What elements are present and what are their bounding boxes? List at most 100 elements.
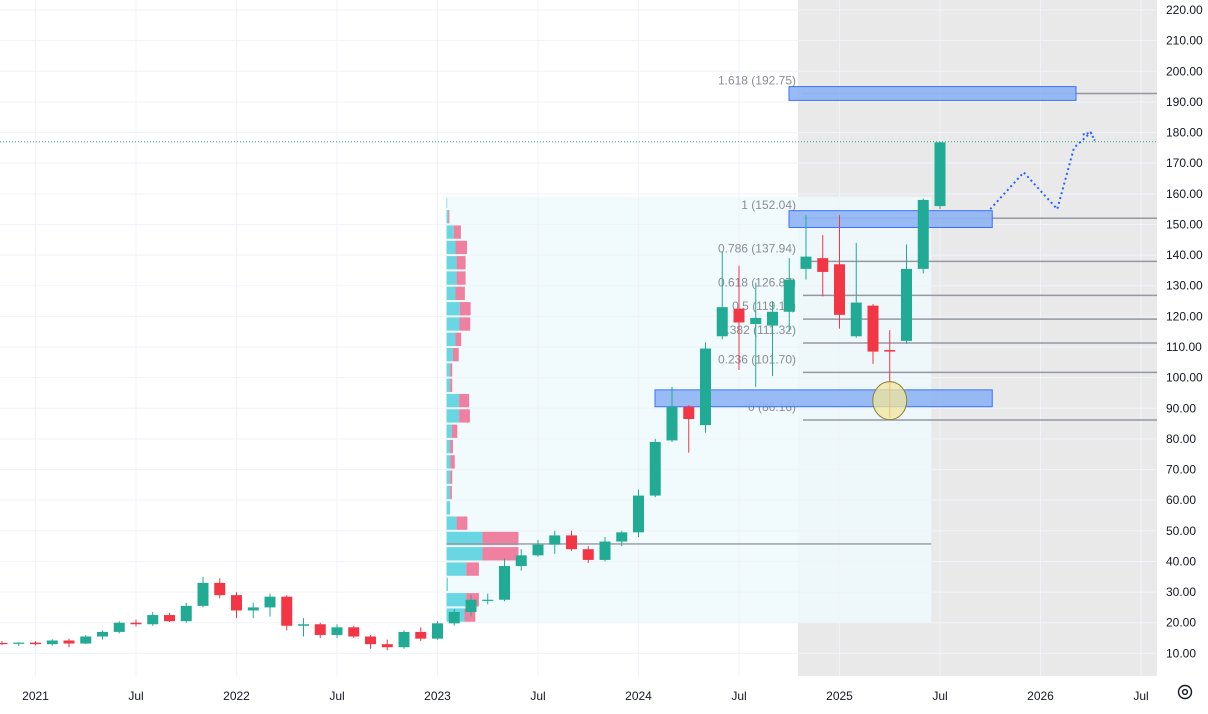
candle[interactable] — [499, 566, 510, 600]
fib-level-label: 1 (152.04) — [741, 198, 796, 212]
x-axis-tick-label: Jul — [128, 689, 143, 703]
candle[interactable] — [934, 142, 946, 207]
candle[interactable] — [180, 605, 192, 622]
volume-profile-bar-down — [452, 347, 459, 362]
volume-profile-bar-up — [446, 547, 483, 561]
volume-profile-bar-up — [446, 593, 467, 607]
candle[interactable] — [97, 631, 108, 637]
candle[interactable] — [164, 615, 175, 622]
candle[interactable] — [415, 631, 427, 639]
candle[interactable] — [63, 640, 75, 644]
candle[interactable] — [867, 305, 879, 352]
candle[interactable] — [783, 279, 795, 312]
candle[interactable] — [331, 627, 343, 635]
candle[interactable] — [482, 599, 494, 601]
candle[interactable] — [834, 264, 845, 315]
candle[interactable] — [666, 406, 678, 441]
volume-profile-bar-up — [446, 363, 451, 377]
candle[interactable] — [247, 607, 259, 611]
candle[interactable] — [381, 644, 393, 648]
volume-profile-bar-up — [446, 577, 448, 592]
candle[interactable] — [700, 348, 711, 426]
candle[interactable] — [649, 441, 661, 496]
candle[interactable] — [917, 199, 929, 269]
y-axis-tick-label: 90.00 — [1166, 401, 1196, 415]
candle[interactable] — [264, 596, 276, 608]
candle[interactable] — [448, 611, 460, 624]
support-resistance-zone[interactable] — [654, 389, 993, 408]
candle[interactable] — [850, 302, 862, 337]
candle[interactable] — [599, 541, 611, 560]
candle[interactable] — [800, 256, 812, 269]
candle[interactable] — [683, 406, 695, 419]
candle[interactable] — [582, 549, 594, 560]
candle[interactable] — [901, 268, 912, 341]
candle[interactable] — [231, 595, 242, 611]
volume-profile-bar-up — [446, 317, 460, 331]
volume-profile-bar-up — [446, 225, 454, 239]
candle[interactable] — [817, 258, 829, 272]
candle[interactable] — [398, 631, 410, 648]
support-resistance-zone[interactable] — [788, 86, 1077, 101]
y-axis-tick-label: 150.00 — [1166, 217, 1203, 231]
candle[interactable] — [298, 624, 309, 626]
candle[interactable] — [314, 624, 326, 635]
support-resistance-zone[interactable] — [788, 210, 993, 229]
candle[interactable] — [365, 636, 376, 645]
candle[interactable] — [465, 599, 477, 612]
y-axis-tick-label: 120.00 — [1166, 309, 1203, 323]
candle[interactable] — [750, 317, 762, 325]
candle[interactable] — [113, 622, 125, 632]
x-axis-tick-label: 2026 — [1027, 689, 1054, 703]
fib-level-label: 0.618 (126.87) — [718, 275, 796, 289]
y-axis-tick-label: 130.00 — [1166, 279, 1203, 293]
fib-level-label: 0.236 (101.70) — [718, 352, 796, 366]
candle[interactable] — [80, 636, 92, 644]
volume-profile-bar-down — [455, 286, 465, 301]
fib-level-label: 0.5 (119.10) — [732, 299, 796, 313]
candle[interactable] — [566, 535, 577, 550]
volume-profile-bar-up — [446, 256, 457, 270]
y-axis-tick-label: 190.00 — [1166, 95, 1203, 109]
y-axis-tick-label: 170.00 — [1166, 156, 1203, 170]
candle[interactable] — [733, 308, 745, 323]
volume-profile-bar-up — [446, 531, 483, 546]
candle[interactable] — [884, 350, 896, 352]
y-axis-tick-label: 160.00 — [1166, 187, 1203, 201]
candle[interactable] — [281, 596, 293, 626]
volume-profile-bar-down — [450, 455, 455, 469]
candle[interactable] — [633, 495, 644, 533]
fib-level-label: 0.382 (111.32) — [720, 323, 796, 337]
volume-profile-bar-up — [446, 424, 452, 438]
y-axis-tick-label: 140.00 — [1166, 248, 1203, 262]
candle[interactable] — [46, 640, 58, 645]
candle[interactable] — [515, 555, 527, 567]
chart-settings-icon[interactable] — [1176, 683, 1194, 701]
candle[interactable] — [30, 642, 41, 645]
volume-profile-bar-down — [450, 363, 453, 377]
x-axis-tick-label: Jul — [530, 689, 545, 703]
marker-ellipse[interactable] — [872, 381, 908, 421]
x-axis-tick-label: Jul — [329, 689, 344, 703]
candle[interactable] — [616, 532, 628, 542]
candle[interactable] — [532, 544, 544, 556]
volume-profile-bar-up — [446, 501, 451, 515]
projection-path[interactable] — [989, 131, 1092, 212]
candle[interactable] — [0, 642, 8, 645]
candle[interactable] — [214, 582, 226, 596]
volume-profile-bar-down — [456, 516, 468, 530]
y-axis-tick-label: 200.00 — [1166, 64, 1203, 78]
candle[interactable] — [130, 622, 142, 625]
candle[interactable] — [13, 642, 25, 644]
candle[interactable] — [549, 535, 561, 545]
x-axis-tick-label: 2025 — [826, 689, 853, 703]
candle[interactable] — [767, 311, 778, 326]
candle[interactable] — [432, 623, 443, 639]
candle[interactable] — [147, 615, 159, 625]
volume-profile-bar-up — [446, 485, 451, 500]
candle[interactable] — [716, 307, 728, 337]
x-axis-tick-label: Jul — [1133, 689, 1148, 703]
candle[interactable] — [197, 582, 209, 606]
candle[interactable] — [348, 627, 360, 637]
